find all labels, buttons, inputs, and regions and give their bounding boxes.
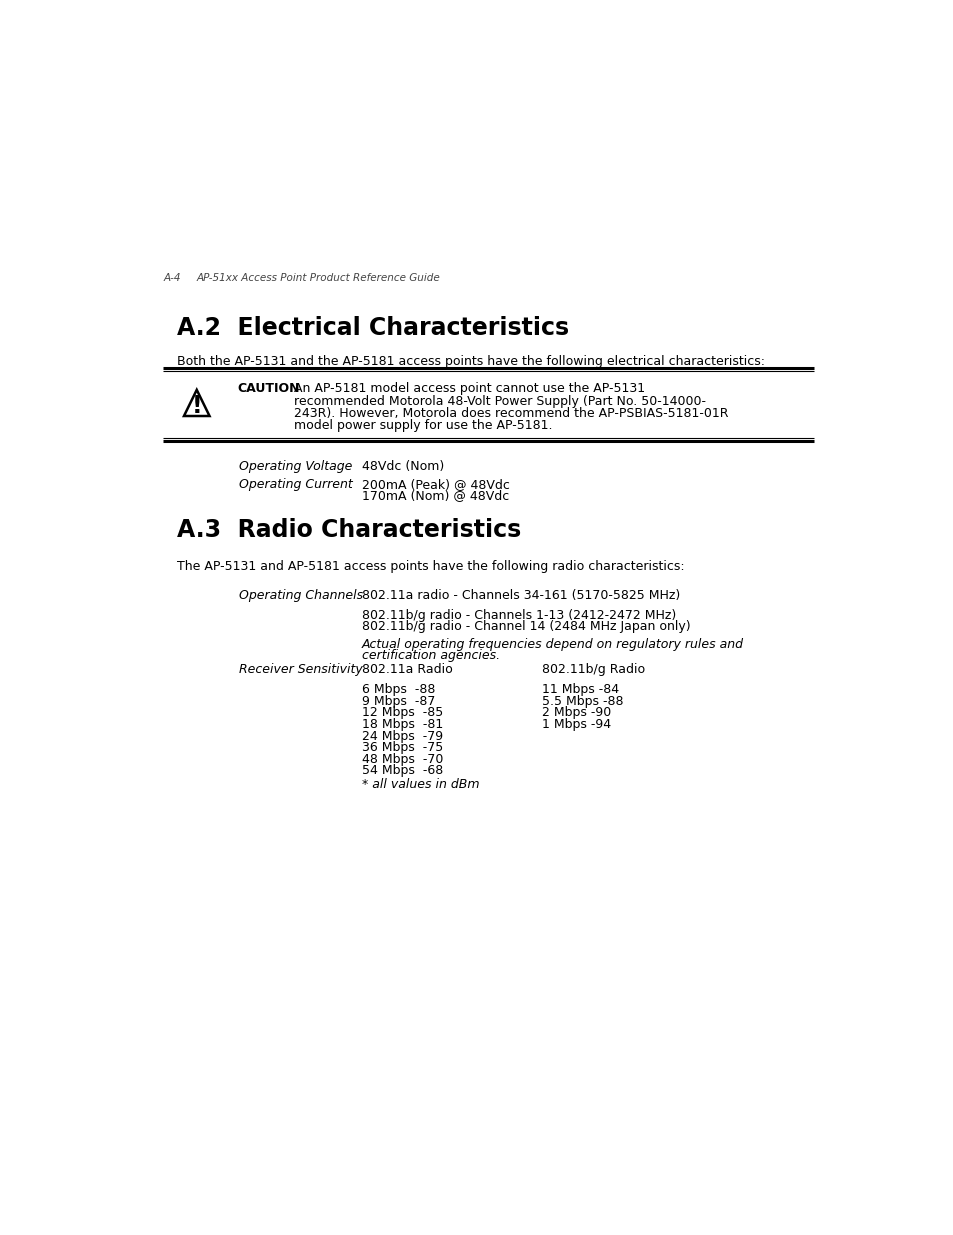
Text: 170mA (Nom) @ 48Vdc: 170mA (Nom) @ 48Vdc bbox=[361, 489, 509, 503]
Text: 802.11b/g radio - Channel 14 (2484 MHz Japan only): 802.11b/g radio - Channel 14 (2484 MHz J… bbox=[361, 620, 690, 634]
Text: Operating Current: Operating Current bbox=[239, 478, 353, 490]
Text: Both the AP-5131 and the AP-5181 access points have the following electrical cha: Both the AP-5131 and the AP-5181 access … bbox=[177, 354, 764, 368]
Text: 200mA (Peak) @ 48Vdc: 200mA (Peak) @ 48Vdc bbox=[361, 478, 509, 490]
Text: 48Vdc (Nom): 48Vdc (Nom) bbox=[361, 461, 443, 473]
Text: 24 Mbps  -79: 24 Mbps -79 bbox=[361, 730, 442, 742]
Text: model power supply for use the AP-5181.: model power supply for use the AP-5181. bbox=[294, 419, 553, 432]
Text: 802.11b/g Radio: 802.11b/g Radio bbox=[541, 663, 644, 677]
Text: An AP-5181 model access point cannot use the AP-5131: An AP-5181 model access point cannot use… bbox=[294, 383, 645, 395]
Text: 6 Mbps  -88: 6 Mbps -88 bbox=[361, 683, 435, 697]
Text: !: ! bbox=[192, 394, 202, 417]
Text: 18 Mbps  -81: 18 Mbps -81 bbox=[361, 718, 442, 731]
Text: 9 Mbps  -87: 9 Mbps -87 bbox=[361, 695, 435, 708]
Text: Receiver Sensitivity: Receiver Sensitivity bbox=[239, 663, 363, 677]
Text: 5.5 Mbps -88: 5.5 Mbps -88 bbox=[541, 695, 622, 708]
Text: 802.11a Radio: 802.11a Radio bbox=[361, 663, 452, 677]
Text: 2 Mbps -90: 2 Mbps -90 bbox=[541, 706, 610, 720]
Text: 12 Mbps  -85: 12 Mbps -85 bbox=[361, 706, 442, 720]
Text: 11 Mbps -84: 11 Mbps -84 bbox=[541, 683, 618, 697]
Text: * all values in dBm: * all values in dBm bbox=[361, 778, 478, 792]
Text: CAUTION: CAUTION bbox=[236, 383, 299, 395]
Text: 1 Mbps -94: 1 Mbps -94 bbox=[541, 718, 610, 731]
Text: Operating Voltage: Operating Voltage bbox=[239, 461, 353, 473]
Text: 48 Mbps  -70: 48 Mbps -70 bbox=[361, 752, 443, 766]
Text: 802.11a radio - Channels 34-161 (5170-5825 MHz): 802.11a radio - Channels 34-161 (5170-58… bbox=[361, 589, 679, 603]
Text: A.3  Radio Characteristics: A.3 Radio Characteristics bbox=[177, 517, 521, 542]
Text: 36 Mbps  -75: 36 Mbps -75 bbox=[361, 741, 442, 755]
Text: A.2  Electrical Characteristics: A.2 Electrical Characteristics bbox=[177, 316, 569, 340]
Text: 243R). However, Motorola does recommend the AP-PSBIAS-5181-01R: 243R). However, Motorola does recommend … bbox=[294, 406, 728, 420]
Text: 54 Mbps  -68: 54 Mbps -68 bbox=[361, 764, 442, 777]
Text: 802.11b/g radio - Channels 1-13 (2412-2472 MHz): 802.11b/g radio - Channels 1-13 (2412-24… bbox=[361, 609, 676, 621]
Text: Operating Channels: Operating Channels bbox=[239, 589, 363, 603]
Text: certification agencies.: certification agencies. bbox=[361, 650, 499, 662]
Text: Actual operating frequencies depend on regulatory rules and: Actual operating frequencies depend on r… bbox=[361, 638, 743, 651]
Text: The AP-5131 and AP-5181 access points have the following radio characteristics:: The AP-5131 and AP-5181 access points ha… bbox=[177, 561, 684, 573]
Text: AP-51xx Access Point Product Reference Guide: AP-51xx Access Point Product Reference G… bbox=[196, 273, 440, 283]
Text: A-4: A-4 bbox=[163, 273, 181, 283]
Text: recommended Motorola 48-Volt Power Supply (Part No. 50-14000-: recommended Motorola 48-Volt Power Suppl… bbox=[294, 395, 705, 408]
